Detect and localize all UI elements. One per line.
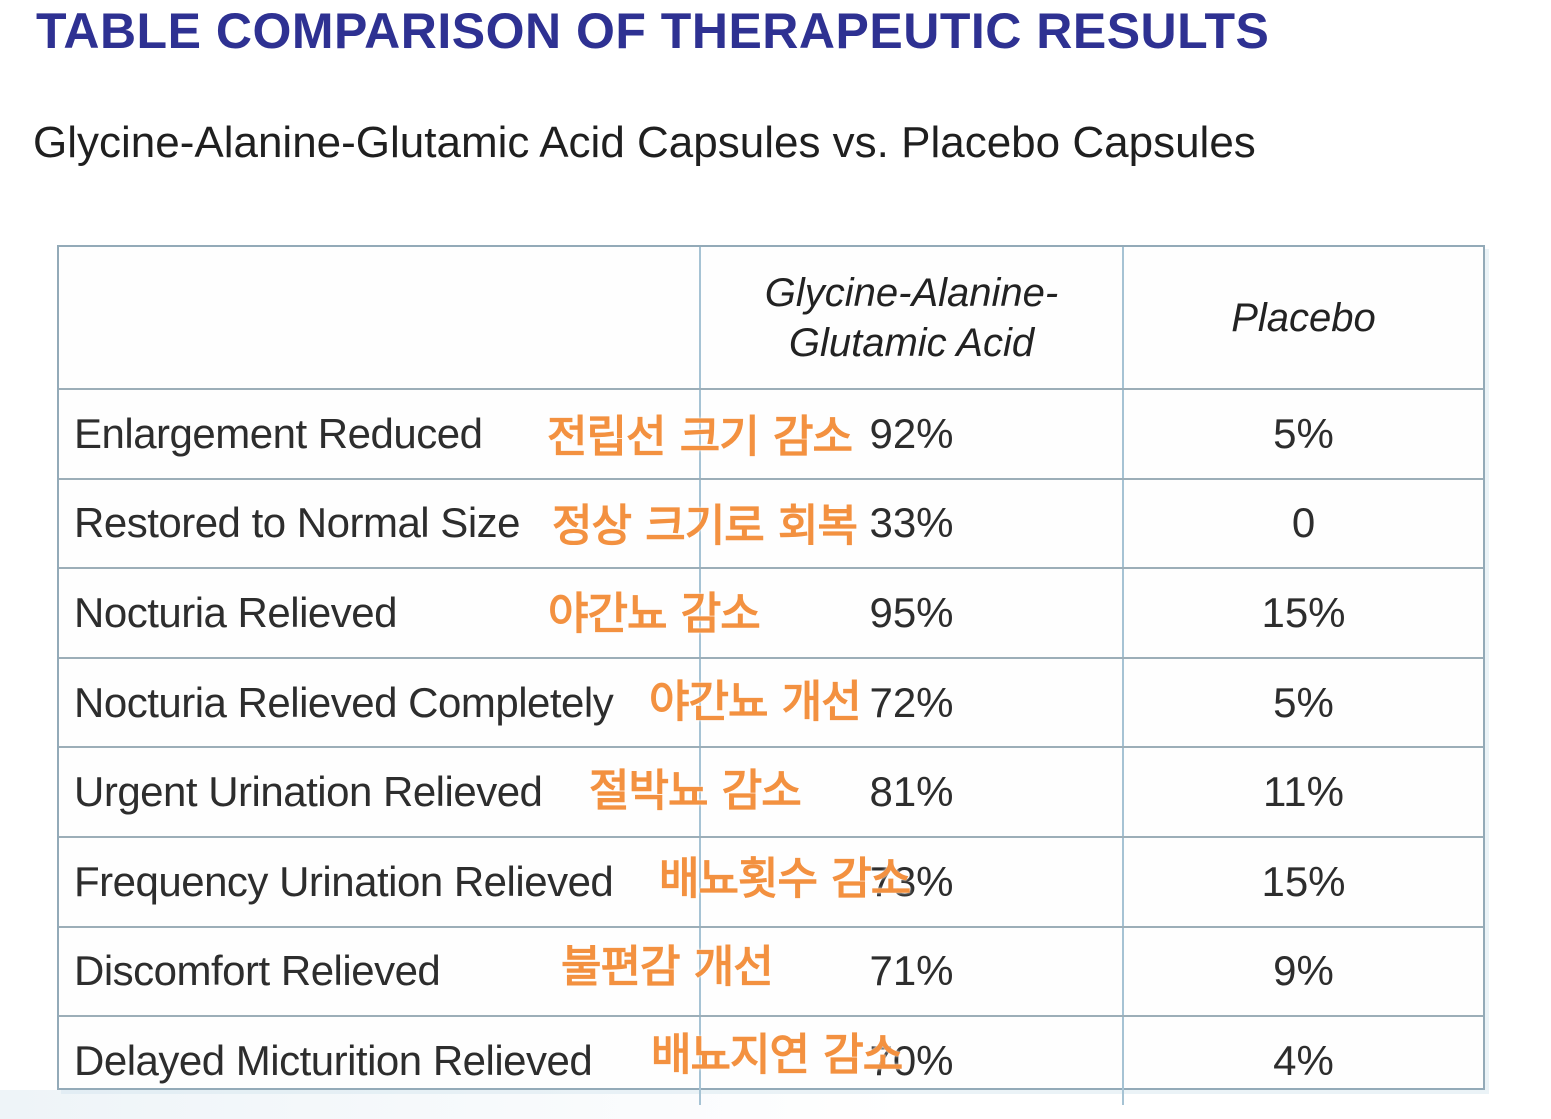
drug-value: 33% bbox=[869, 499, 954, 547]
placebo-value: 0 bbox=[1291, 499, 1316, 547]
header-cell-empty bbox=[59, 247, 699, 388]
drug-value: 92% bbox=[869, 409, 954, 457]
korean-annotation: 야간뇨 감소 bbox=[548, 588, 761, 640]
placebo-value-cell: 5% bbox=[1122, 658, 1483, 747]
korean-annotation: 배뇨지연 감소 bbox=[651, 1029, 903, 1081]
drug-value: 81% bbox=[869, 768, 954, 816]
table-row: Urgent Urination Relieved 81% 11% bbox=[59, 746, 1483, 836]
placebo-value-cell: 0 bbox=[1122, 479, 1483, 568]
results-table: Glycine-Alanine- Glutamic Acid Placebo E… bbox=[57, 245, 1485, 1105]
row-label: Urgent Urination Relieved bbox=[74, 768, 543, 816]
placebo-value-cell: 9% bbox=[1122, 927, 1483, 1016]
korean-annotation: 배뇨횟수 감소 bbox=[659, 853, 911, 905]
table-row: Restored to Normal Size 33% 0 bbox=[59, 477, 1483, 568]
drug-value-cell: 70% bbox=[699, 1017, 1122, 1105]
page-subtitle: Glycine-Alanine-Glutamic Acid Capsules v… bbox=[33, 118, 1256, 167]
row-label-cell: Nocturia Relieved Completely bbox=[59, 659, 699, 747]
header-drug-line2: Glutamic Acid bbox=[788, 320, 1035, 365]
drug-value-cell: 73% bbox=[699, 837, 1122, 926]
placebo-value-cell: 15% bbox=[1122, 569, 1483, 657]
row-label-cell: Delayed Micturition Relieved bbox=[59, 1017, 699, 1105]
placebo-value: 15% bbox=[1261, 857, 1346, 905]
drug-value-cell: 33% bbox=[699, 479, 1122, 568]
table-row: Nocturia Relieved Completely 72% 5% bbox=[59, 656, 1483, 747]
row-label-cell: Nocturia Relieved bbox=[59, 569, 699, 657]
header-drug-line1: Glycine-Alanine- bbox=[764, 270, 1059, 315]
drug-value-cell: 81% bbox=[699, 748, 1122, 836]
table-row: Frequency Urination Relieved 73% 15% bbox=[59, 835, 1483, 926]
row-label: Restored to Normal Size bbox=[74, 499, 521, 547]
drug-value: 95% bbox=[869, 588, 954, 636]
row-label: Nocturia Relieved bbox=[74, 588, 398, 636]
row-label-cell: Urgent Urination Relieved bbox=[59, 748, 699, 836]
page-title: TABLE COMPARISON OF THERAPEUTIC RESULTS bbox=[36, 3, 1270, 59]
row-label-cell: Enlargement Reduced bbox=[59, 390, 699, 478]
drug-value: 70% bbox=[869, 1036, 954, 1084]
row-label: Nocturia Relieved Completely bbox=[74, 678, 614, 726]
row-label: Discomfort Relieved bbox=[74, 947, 441, 995]
drug-value: 71% bbox=[869, 947, 954, 995]
placebo-value: 5% bbox=[1273, 678, 1334, 726]
row-label: Delayed Micturition Relieved bbox=[74, 1036, 593, 1084]
korean-annotation: 야간뇨 개선 bbox=[649, 676, 862, 728]
row-label-cell: Frequency Urination Relieved bbox=[59, 838, 699, 926]
placebo-value: 5% bbox=[1273, 409, 1334, 457]
row-label-cell: Restored to Normal Size bbox=[59, 480, 699, 568]
placebo-value: 15% bbox=[1261, 588, 1346, 636]
placebo-value-cell: 5% bbox=[1122, 390, 1483, 478]
drug-value: 73% bbox=[869, 857, 954, 905]
placebo-value: 4% bbox=[1273, 1036, 1334, 1084]
table-row: Enlargement Reduced 92% 5% bbox=[59, 388, 1483, 478]
drug-value-cell: 95% bbox=[699, 569, 1122, 657]
row-label: Enlargement Reduced bbox=[74, 409, 483, 457]
table-row: Delayed Micturition Relieved 70% 4% bbox=[59, 1015, 1483, 1105]
drug-value-cell: 72% bbox=[699, 658, 1122, 747]
drug-value: 72% bbox=[869, 678, 954, 726]
korean-annotation: 정상 크기로 회복 bbox=[552, 500, 858, 552]
table-row: Discomfort Relieved 71% 9% bbox=[59, 925, 1483, 1016]
scan-artifact bbox=[0, 1090, 910, 1119]
header-placebo-label: Placebo bbox=[1231, 295, 1376, 340]
row-label: Frequency Urination Relieved bbox=[74, 857, 614, 905]
korean-annotation: 전립선 크기 감소 bbox=[547, 411, 853, 463]
drug-value-cell: 92% bbox=[699, 390, 1122, 478]
placebo-value-cell: 11% bbox=[1122, 748, 1483, 836]
placebo-value-cell: 4% bbox=[1122, 1017, 1483, 1105]
drug-value-cell: 71% bbox=[699, 927, 1122, 1016]
korean-annotation: 절박뇨 감소 bbox=[589, 765, 802, 817]
korean-annotation: 불편감 개선 bbox=[561, 941, 774, 993]
table-row: Nocturia Relieved 95% 15% bbox=[59, 567, 1483, 657]
placebo-value: 9% bbox=[1273, 947, 1334, 995]
table-header-row: Glycine-Alanine- Glutamic Acid Placebo bbox=[59, 247, 1483, 388]
placebo-value-cell: 15% bbox=[1122, 837, 1483, 926]
header-cell-placebo: Placebo bbox=[1122, 247, 1483, 388]
row-label-cell: Discomfort Relieved bbox=[59, 928, 699, 1016]
placebo-value: 11% bbox=[1263, 768, 1344, 816]
header-cell-drug: Glycine-Alanine- Glutamic Acid bbox=[699, 247, 1122, 388]
